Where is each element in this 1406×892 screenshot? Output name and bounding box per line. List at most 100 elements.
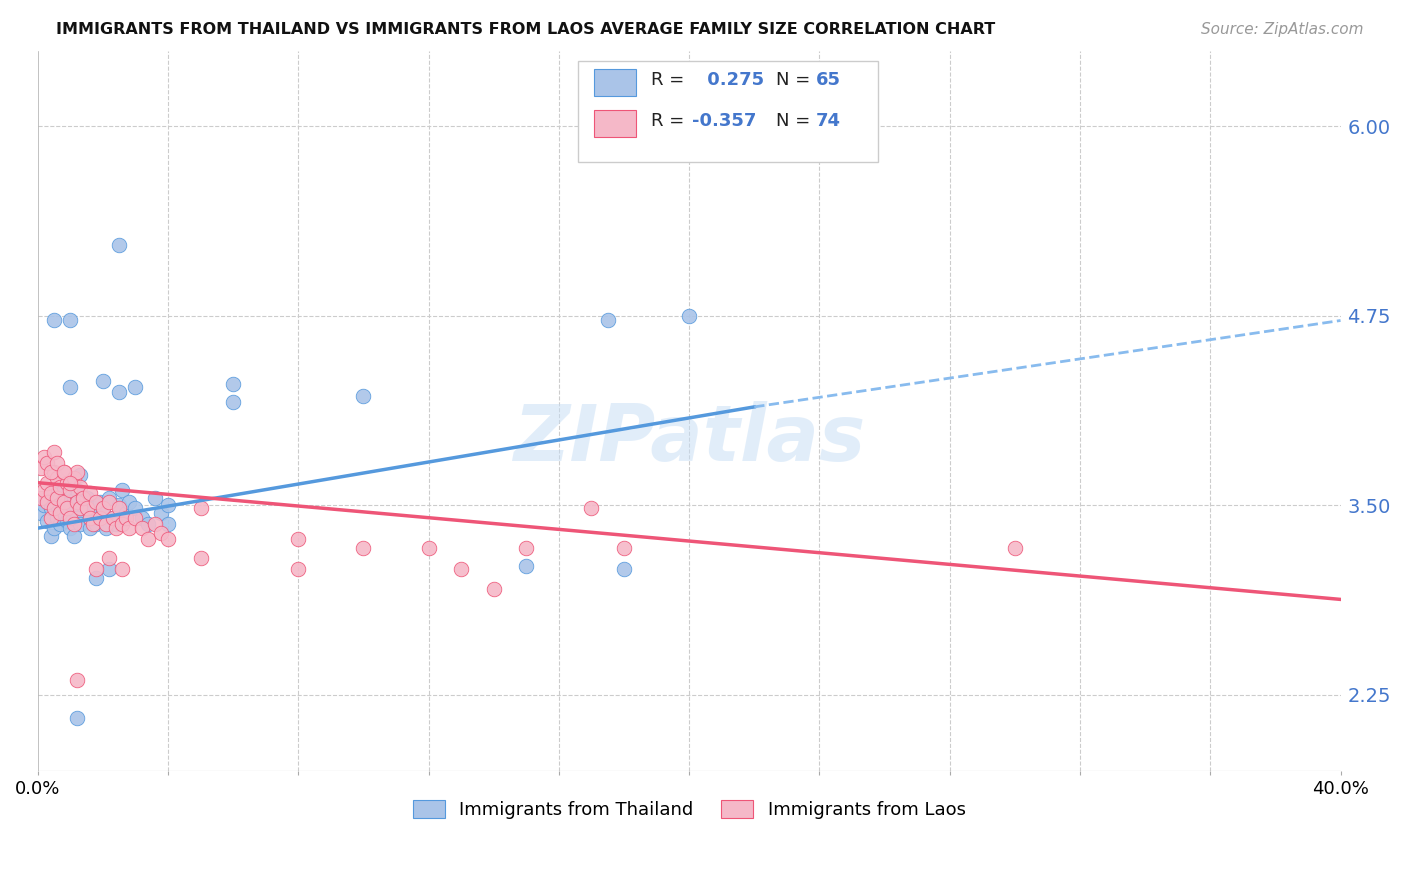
Point — [150, 506, 173, 520]
Point — [613, 541, 636, 555]
Point — [52, 465, 75, 479]
Point — [156, 499, 179, 513]
Text: Source: ZipAtlas.com: Source: ZipAtlas.com — [1201, 22, 1364, 37]
Point — [37, 495, 59, 509]
Point — [32, 499, 55, 513]
Text: R =: R = — [651, 112, 685, 130]
Point — [59, 475, 82, 490]
Text: -0.357: -0.357 — [692, 112, 756, 130]
Point — [42, 501, 65, 516]
Point — [52, 495, 75, 509]
Point — [66, 465, 89, 479]
Point — [86, 562, 108, 576]
Point — [46, 456, 69, 470]
Point — [59, 501, 82, 516]
Point — [59, 521, 82, 535]
Point — [66, 711, 89, 725]
Point — [86, 495, 108, 509]
Point — [143, 516, 166, 531]
Point — [515, 559, 537, 574]
Point — [62, 516, 84, 531]
Point — [69, 480, 91, 494]
Text: R =: R = — [651, 71, 685, 89]
Point — [72, 491, 94, 505]
Point — [42, 483, 65, 498]
Point — [32, 483, 55, 498]
Point — [98, 551, 121, 566]
Point — [56, 495, 79, 509]
Point — [138, 532, 160, 546]
Point — [124, 510, 146, 524]
Point — [56, 475, 79, 490]
Point — [79, 521, 101, 535]
Point — [52, 506, 75, 520]
Point — [150, 525, 173, 540]
Text: 65: 65 — [815, 71, 841, 89]
Point — [62, 471, 84, 485]
Point — [352, 541, 374, 555]
Point — [30, 491, 52, 505]
Point — [287, 562, 309, 576]
Text: N =: N = — [776, 112, 811, 130]
Point — [138, 516, 160, 531]
Point — [1004, 541, 1026, 555]
FancyBboxPatch shape — [578, 62, 877, 162]
Legend: Immigrants from Thailand, Immigrants from Laos: Immigrants from Thailand, Immigrants fro… — [405, 793, 973, 827]
Point — [222, 395, 245, 409]
Point — [86, 571, 108, 585]
Point — [108, 501, 131, 516]
Point — [82, 501, 104, 516]
Text: IMMIGRANTS FROM THAILAND VS IMMIGRANTS FROM LAOS AVERAGE FAMILY SIZE CORRELATION: IMMIGRANTS FROM THAILAND VS IMMIGRANTS F… — [56, 22, 995, 37]
Point — [69, 516, 91, 531]
Point — [56, 501, 79, 516]
Point — [39, 510, 62, 524]
Point — [678, 309, 700, 323]
Text: 0.275: 0.275 — [700, 71, 763, 89]
Point — [37, 514, 59, 528]
Point — [596, 313, 619, 327]
Point — [56, 514, 79, 528]
Point — [131, 510, 153, 524]
Point — [46, 471, 69, 485]
Point — [94, 516, 117, 531]
Point — [91, 506, 114, 520]
Point — [79, 510, 101, 524]
Point — [156, 532, 179, 546]
Point — [32, 450, 55, 464]
Point — [79, 486, 101, 500]
Point — [91, 501, 114, 516]
Point — [52, 483, 75, 498]
Point — [482, 582, 505, 596]
Point — [39, 486, 62, 500]
Point — [37, 491, 59, 505]
Point — [37, 456, 59, 470]
Point — [450, 562, 472, 576]
Text: 74: 74 — [815, 112, 841, 130]
Point — [156, 516, 179, 531]
Point — [49, 506, 72, 520]
Point — [30, 506, 52, 520]
Point — [82, 516, 104, 531]
Point — [111, 483, 134, 498]
Point — [66, 510, 89, 524]
Point — [30, 460, 52, 475]
Point — [39, 501, 62, 516]
Point — [59, 510, 82, 524]
Point — [124, 380, 146, 394]
Point — [79, 510, 101, 524]
Point — [62, 491, 84, 505]
Point — [46, 510, 69, 524]
Point — [114, 506, 136, 520]
Point — [37, 475, 59, 490]
Point — [86, 516, 108, 531]
Point — [59, 483, 82, 498]
Text: ZIPatlas: ZIPatlas — [513, 401, 865, 477]
Point — [66, 673, 89, 687]
Point — [66, 483, 89, 498]
Point — [101, 510, 124, 524]
Point — [89, 495, 111, 509]
Point — [76, 501, 98, 516]
Point — [72, 499, 94, 513]
Point — [62, 529, 84, 543]
Point — [118, 521, 141, 535]
